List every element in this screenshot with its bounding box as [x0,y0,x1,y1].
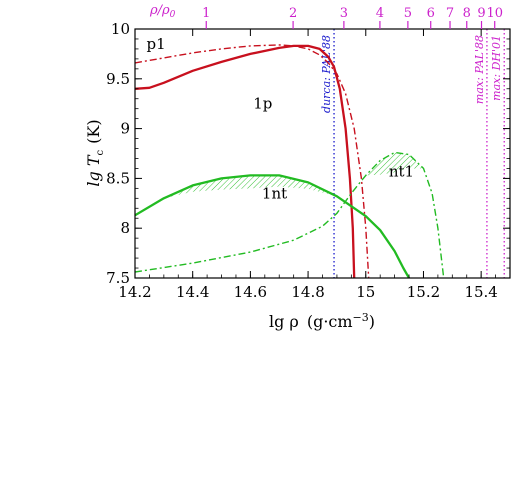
top-tick-label-0: 1 [202,6,210,21]
y-tick-label-0: 7.5 [106,269,130,287]
y-tick-label-1: 8 [120,219,130,237]
vline-label-1: max: PAL'88 [473,35,486,104]
top-tick-label-8: 9 [477,6,485,21]
y-tick-label-3: 9 [120,120,130,138]
x-axis-title: lg ρ (g·cm−3) [269,311,375,331]
y-axis-title: lg Tc (K) [84,119,106,186]
y-axis-title-main: lg T [84,154,103,186]
vline-label-0: durca: PAL'88 [320,35,333,113]
x-tick-label-6: 15.4 [464,283,497,301]
x-tick-label-3: 14.8 [291,283,324,301]
x-axis-title-close: ) [369,312,375,331]
y-axis: 7.5 8 8.5 9 9.5 10 [106,20,510,287]
x-tick-label-4: 15 [356,283,375,301]
y-tick-label-2: 8.5 [106,169,130,187]
top-tick-label-6: 7 [446,6,454,21]
x-tick-label-0: 14.2 [118,283,151,301]
x-tick-label-5: 15.2 [407,283,440,301]
top-tick-label-7: 8 [463,6,471,21]
x-axis-title-main: lg ρ [269,312,299,331]
y-tick-label-5: 10 [111,20,130,38]
hatch-1nt [163,175,337,199]
x-tick-label-1: 14.4 [176,283,209,301]
series-1nt [135,174,410,278]
series-p1 [135,44,370,278]
top-tick-label-4: 5 [404,6,412,21]
curve-label-2: 1nt [262,184,287,202]
y-tick-label-4: 9.5 [106,70,130,88]
series-1p [135,44,356,278]
curve-label-1: 1p [253,95,272,113]
top-tick-label-3: 4 [376,6,384,21]
top-tick-label-1: 2 [289,6,297,21]
top-axis-title-main: ρ/ρ [149,3,170,18]
top-axis-title: ρ/ρ0 [149,3,176,20]
top-axis-title-sub: 0 [170,10,176,20]
curve-labels: p1 1p 1nt nt1 [147,35,415,202]
top-axis: 1 2 3 4 5 6 7 8 9 10 [202,6,503,29]
y-axis-title-unit: (K) [84,119,103,143]
curve-label-3: nt1 [389,162,414,180]
x-axis-title-exp: −3 [353,311,369,324]
top-tick-label-5: 6 [427,6,435,21]
curve-label-0: p1 [147,35,166,53]
vline-label-2: max: DH'01 [490,35,503,101]
hatch-nt1 [365,152,424,176]
series-curves [135,44,445,278]
y-axis-title-sub: c [95,149,106,155]
x-axis-title-unit: (g·cm [307,312,353,331]
hatched-bands [163,152,424,199]
threshold-lines: durca: PAL'88 max: PAL'88 max: DH'01 [320,29,505,278]
top-tick-label-2: 3 [340,6,348,21]
x-axis: 14.2 14.4 14.6 14.8 15 15.2 15.4 [118,29,511,301]
series-nt1 [135,151,445,278]
x-tick-label-2: 14.6 [234,283,267,301]
top-tick-label-9: 10 [486,6,503,21]
